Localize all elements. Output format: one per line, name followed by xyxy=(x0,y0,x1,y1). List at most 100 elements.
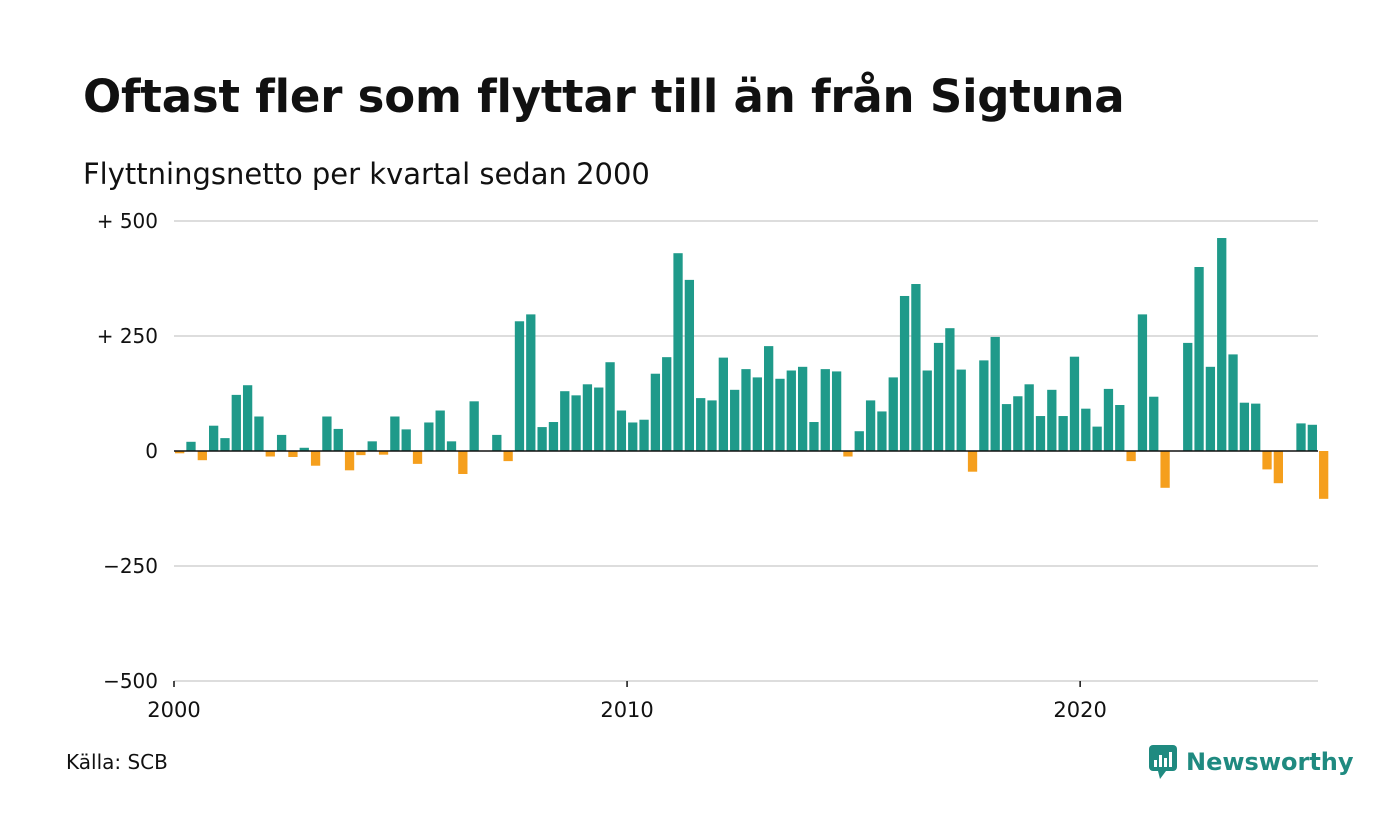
bar-2003Q2 xyxy=(322,416,332,451)
bar-2002Q1 xyxy=(265,451,275,457)
bar-2007Q2 xyxy=(503,451,513,462)
bar-2008Q2 xyxy=(548,422,559,451)
bar-2023Q2 xyxy=(1228,354,1238,451)
bar-2004Q4 xyxy=(390,416,400,451)
bar-2003Q1 xyxy=(310,451,321,466)
bar-2012Q3 xyxy=(741,369,751,451)
bar-2019Q2 xyxy=(1047,389,1057,451)
bar-2016Q3 xyxy=(922,370,932,451)
bar-2001Q2 xyxy=(231,394,241,451)
bar-2025Q1 xyxy=(1307,424,1317,451)
bar-2016Q2 xyxy=(911,284,921,451)
bar-2005Q4 xyxy=(435,410,445,451)
bar-2015Q3 xyxy=(877,411,887,451)
bar-2021Q4 xyxy=(1160,451,1170,488)
bar-2015Q4 xyxy=(888,377,898,451)
chart-subtitle: Flyttningsnetto per kvartal sedan 2000 xyxy=(83,157,650,191)
bar-2009Q3 xyxy=(605,362,615,451)
bar-2010Q2 xyxy=(639,419,649,451)
bar-2021Q3 xyxy=(1149,396,1159,451)
bar-2000Q2 xyxy=(186,441,196,451)
bar-2006Q2 xyxy=(458,451,468,474)
bar-2000Q4 xyxy=(208,425,219,451)
bar-2000Q3 xyxy=(197,451,207,461)
bar-2014Q2 xyxy=(820,369,830,451)
bar-2014Q4 xyxy=(843,451,853,457)
bar-2014Q1 xyxy=(809,422,819,451)
bar-2024Q1 xyxy=(1262,451,1272,470)
bar-2002Q4 xyxy=(299,447,309,451)
bar-2017Q1 xyxy=(945,328,955,451)
bar-2008Q3 xyxy=(560,391,570,451)
bar-2018Q1 xyxy=(990,336,1000,451)
bar-2012Q1 xyxy=(718,357,728,451)
bar-2009Q2 xyxy=(594,387,604,451)
bar-2009Q1 xyxy=(582,384,593,451)
bar-2002Q3 xyxy=(288,451,298,457)
y-tick-label: + 250 xyxy=(97,324,158,348)
bar-2004Q3 xyxy=(378,451,389,455)
bar-2013Q1 xyxy=(764,346,774,451)
bar-2006Q3 xyxy=(469,401,479,451)
bar-2022Q4 xyxy=(1205,366,1216,451)
bar-2021Q2 xyxy=(1137,314,1148,451)
bar-2000Q1 xyxy=(175,451,185,454)
bar-2015Q2 xyxy=(865,400,876,451)
bar-2005Q2 xyxy=(412,451,423,464)
bar-2005Q1 xyxy=(401,429,411,451)
bar-2007Q4 xyxy=(526,314,536,451)
bar-2001Q3 xyxy=(242,385,253,451)
bar-2010Q1 xyxy=(628,422,638,451)
x-tick-label: 2010 xyxy=(600,698,653,722)
axes: + 500 + 250 0 −250 −500 2000 2010 2020 xyxy=(97,209,1318,722)
bar-2004Q1 xyxy=(356,451,366,456)
bar-2020Q4 xyxy=(1115,405,1125,451)
bar-2024Q4 xyxy=(1296,423,1306,451)
bar-2024Q2 xyxy=(1273,451,1284,484)
bar-2003Q4 xyxy=(344,451,355,471)
bars xyxy=(175,238,1329,499)
bar-2009Q4 xyxy=(616,410,627,451)
y-tick-label: −250 xyxy=(103,554,158,578)
bar-2014Q3 xyxy=(831,371,842,451)
bar-2001Q1 xyxy=(220,438,230,451)
bar-2016Q1 xyxy=(899,295,910,451)
bar-2017Q4 xyxy=(979,360,989,451)
bar-2016Q4 xyxy=(933,342,944,451)
bar-2022Q3 xyxy=(1194,267,1204,451)
bar-2023Q3 xyxy=(1239,402,1250,451)
brand-logo[interactable]: Newsworthy xyxy=(1148,744,1354,780)
bar-2018Q4 xyxy=(1024,384,1034,451)
bar-2001Q4 xyxy=(254,416,264,451)
bar-2005Q3 xyxy=(424,422,434,451)
bar-2020Q1 xyxy=(1081,408,1091,451)
bar-2020Q3 xyxy=(1103,388,1114,451)
bar-2003Q3 xyxy=(333,428,343,451)
bar-2010Q4 xyxy=(662,357,672,451)
bar-2023Q4 xyxy=(1251,403,1261,451)
gridlines xyxy=(174,220,1318,682)
bar-2008Q4 xyxy=(571,395,581,451)
bar-2011Q1 xyxy=(673,253,683,451)
bar-2007Q3 xyxy=(514,321,525,451)
x-tick-label: 2000 xyxy=(147,698,200,722)
bar-2018Q2 xyxy=(1001,404,1012,451)
bar-2017Q3 xyxy=(967,451,978,472)
bar-2019Q4 xyxy=(1069,356,1080,451)
bar-2019Q3 xyxy=(1058,416,1068,451)
bar-2022Q2 xyxy=(1183,342,1193,451)
bar-2010Q3 xyxy=(650,373,661,451)
bar-2004Q2 xyxy=(367,441,377,451)
bar-2017Q2 xyxy=(956,369,966,451)
y-tick-label: + 500 xyxy=(97,209,158,233)
y-tick-label: 0 xyxy=(145,439,158,463)
bar-2023Q1 xyxy=(1217,238,1227,451)
bar-2018Q3 xyxy=(1013,396,1023,451)
bar-2006Q1 xyxy=(446,441,457,451)
bar-2013Q4 xyxy=(797,366,808,451)
bar-2013Q2 xyxy=(775,378,785,451)
bar-2019Q1 xyxy=(1035,416,1046,451)
bar-2012Q4 xyxy=(752,377,762,451)
bar-2013Q3 xyxy=(786,370,796,451)
bar-2002Q2 xyxy=(276,434,287,451)
